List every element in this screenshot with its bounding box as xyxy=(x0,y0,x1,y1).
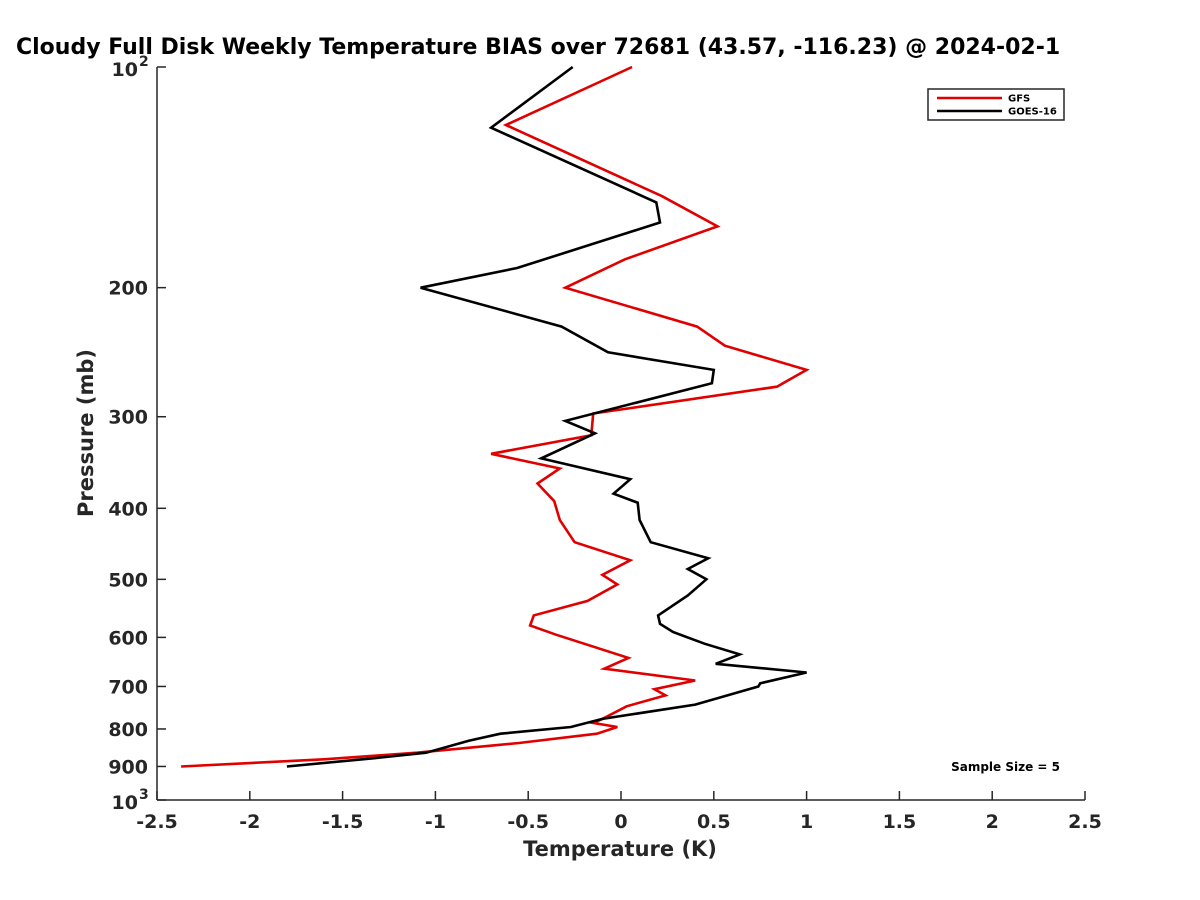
series-line-gfs xyxy=(181,65,810,768)
x-tick-label: 0.5 xyxy=(697,811,731,833)
x-axis-ticks: -2.5 -2 -1.5 -1 -0.5 0 0.5 1 1.5 2 2.5 xyxy=(136,791,1102,833)
y-tick-label: 500 xyxy=(108,569,148,591)
x-axis-label: Temperature (K) xyxy=(523,837,717,861)
y-tick-label: 900 xyxy=(108,756,148,778)
x-tick-label: 0 xyxy=(614,811,627,833)
series-line-goes-16 xyxy=(286,65,807,768)
legend-box xyxy=(927,88,1065,121)
x-tick-label: 1 xyxy=(800,811,813,833)
x-tick-label: 1.5 xyxy=(883,811,917,833)
y-tick-label: 400 xyxy=(108,498,148,520)
x-tick-label: 2.5 xyxy=(1068,811,1102,833)
x-tick-label: -2 xyxy=(239,811,260,833)
y-tick-label: 800 xyxy=(108,719,148,741)
y-tick-label-exponent: 2 xyxy=(139,54,149,70)
y-tick-label: 700 xyxy=(108,676,148,698)
x-tick-label: 2 xyxy=(986,811,999,833)
x-tick-label: -2.5 xyxy=(136,811,178,833)
y-tick-label: 10 xyxy=(112,792,138,814)
y-tick-label: 600 xyxy=(108,627,148,649)
y-tick-label-exponent: 3 xyxy=(139,787,149,803)
y-tick-label: 300 xyxy=(108,407,148,429)
y-tick-label: 200 xyxy=(108,278,148,300)
legend: GFS GOES-16 xyxy=(927,88,1065,121)
x-tick-label: -1.5 xyxy=(322,811,364,833)
legend-label-goes-16: GOES-16 xyxy=(1008,107,1057,118)
y-tick-label: 10 xyxy=(112,59,138,81)
sample-size-annotation: Sample Size = 5 xyxy=(951,760,1060,774)
legend-label-gfs: GFS xyxy=(1008,94,1030,105)
chart-title: Cloudy Full Disk Weekly Temperature BIAS… xyxy=(16,35,1060,60)
x-tick-label: -1 xyxy=(425,811,446,833)
plot-lines xyxy=(181,65,810,768)
y-axis-label: Pressure (mb) xyxy=(74,349,98,517)
x-tick-label: -0.5 xyxy=(507,811,549,833)
